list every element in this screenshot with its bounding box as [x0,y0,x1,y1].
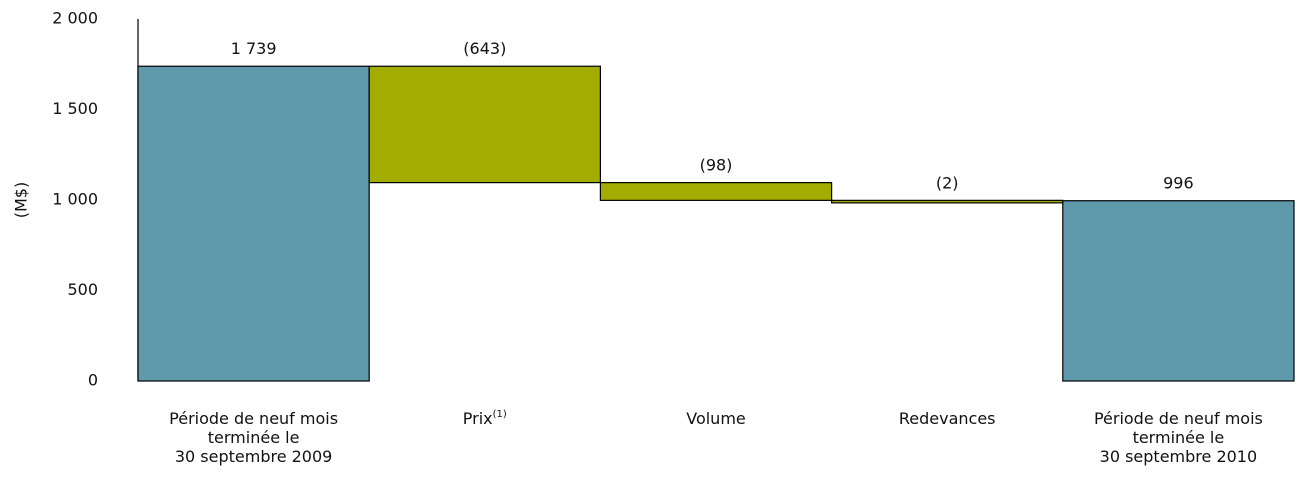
bar-value-label: (643) [463,39,506,58]
data-labels-group: 1 739 (643) (98) (2) 996 [231,39,1194,192]
bar-total [137,65,370,382]
category-label: Période de neuf mois [1094,409,1263,428]
category-label: Volume [686,409,746,428]
bar-total [1062,200,1295,382]
y-axis-title: (M$) [12,182,31,218]
bar-value-label: (98) [700,156,733,175]
category-label: Redevances [899,409,996,428]
y-axis: 0 500 1 000 1 500 2 000 [52,9,139,390]
category-label: terminée le [208,428,300,447]
bar-value-label: 996 [1163,174,1194,193]
bar-change [599,182,833,201]
y-tick-label: 1 500 [52,99,98,118]
bars-group [137,65,1295,382]
category-label: Période de neuf mois [169,409,338,428]
category-label: 30 septembre 2009 [175,447,333,466]
y-tick-label: 2 000 [52,9,98,28]
bar-change [830,199,1064,204]
bar-change [368,65,602,184]
category-label: 30 septembre 2010 [1100,447,1258,466]
category-label: Prix(1) [463,409,507,428]
y-tick-label: 500 [67,280,98,299]
bar-value-label: 1 739 [231,39,277,58]
bar-value-label: (2) [936,173,959,192]
y-tick-label: 0 [88,371,98,390]
y-tick-label: 1 000 [52,190,98,209]
category-label: terminée le [1133,428,1225,447]
